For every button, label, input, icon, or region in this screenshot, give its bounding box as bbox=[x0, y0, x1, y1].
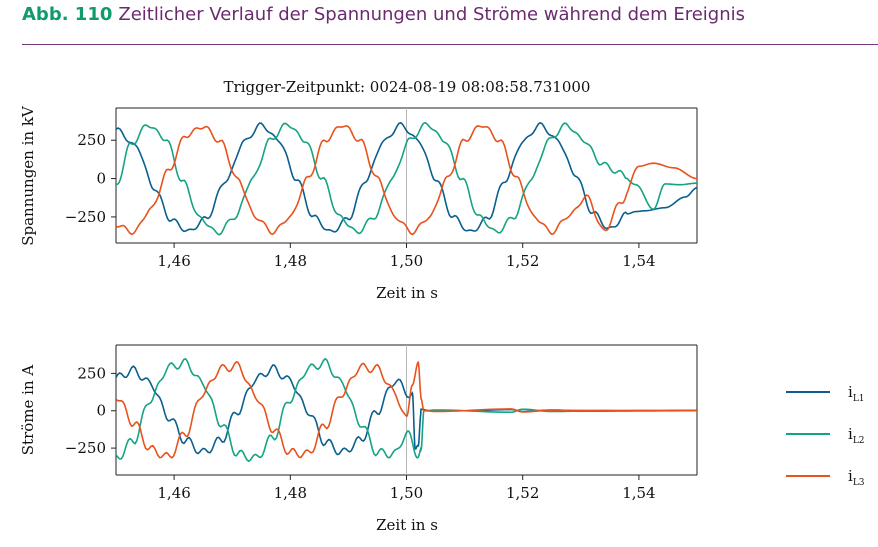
voltage-series-L1 bbox=[116, 121, 697, 233]
voltage-y-tick-label: 250 bbox=[77, 131, 106, 149]
current-y-tick-label: −250 bbox=[65, 439, 106, 457]
legend-label-L2: iL2 bbox=[848, 425, 865, 446]
current-x-tick-label: 1,52 bbox=[506, 484, 539, 502]
current-x-tick-label: 1,50 bbox=[390, 484, 423, 502]
current-series-L2 bbox=[116, 357, 697, 463]
current-x-tick-label: 1,54 bbox=[622, 484, 655, 502]
legend-label-sub: L1 bbox=[853, 394, 865, 404]
voltage-x-tick-label: 1,50 bbox=[390, 252, 423, 270]
header-rule bbox=[22, 44, 878, 45]
voltage-x-tick-label: 1,52 bbox=[506, 252, 539, 270]
voltage-y-label: Spannungen in kV bbox=[19, 105, 37, 246]
legend-label-L1: iL1 bbox=[848, 383, 865, 404]
figure-label: Abb. 110 bbox=[22, 4, 113, 25]
voltage-series-L2 bbox=[116, 121, 697, 236]
current-series-L3 bbox=[116, 360, 697, 459]
voltage-x-label: Zeit in s bbox=[376, 284, 438, 302]
voltage-x-tick-label: 1,48 bbox=[274, 252, 307, 270]
voltage-x-tick-label: 1,54 bbox=[622, 252, 655, 270]
legend-label-main: i bbox=[848, 467, 853, 485]
voltage-series-L3 bbox=[116, 125, 697, 236]
legend-label-main: i bbox=[848, 383, 853, 401]
current-x-tick-label: 1,46 bbox=[157, 484, 190, 502]
current-y-tick-label: 250 bbox=[77, 364, 106, 382]
current-x-tick-label: 1,48 bbox=[274, 484, 307, 502]
figure-title: Zeitlicher Verlauf der Spannungen und St… bbox=[118, 4, 746, 25]
figure-header: Abb. 110 Zeitlicher Verlauf der Spannunge… bbox=[22, 4, 745, 25]
legend-label-L3: iL3 bbox=[848, 467, 865, 488]
voltage-y-tick-label: −250 bbox=[65, 208, 106, 226]
voltage-x-tick-label: 1,46 bbox=[157, 252, 190, 270]
voltage-chart: Trigger-Zeitpunkt: 0024-08-19 08:08:58.7… bbox=[19, 78, 698, 302]
voltage-y-tick-label: 0 bbox=[96, 170, 106, 188]
current-x-label: Zeit in s bbox=[376, 516, 438, 534]
legend-label-main: i bbox=[848, 425, 853, 443]
legend-label-sub: L2 bbox=[853, 436, 865, 446]
voltage-chart-title: Trigger-Zeitpunkt: 0024-08-19 08:08:58.7… bbox=[224, 78, 591, 96]
current-y-tick-label: 0 bbox=[96, 402, 106, 420]
legend-label-sub: L3 bbox=[853, 478, 865, 488]
current-y-label: Ströme in A bbox=[19, 365, 37, 456]
current-chart: 1,46 1,48 1,50 1,52 1,54 250 0 −250 Zeit in s S… bbox=[19, 344, 698, 534]
